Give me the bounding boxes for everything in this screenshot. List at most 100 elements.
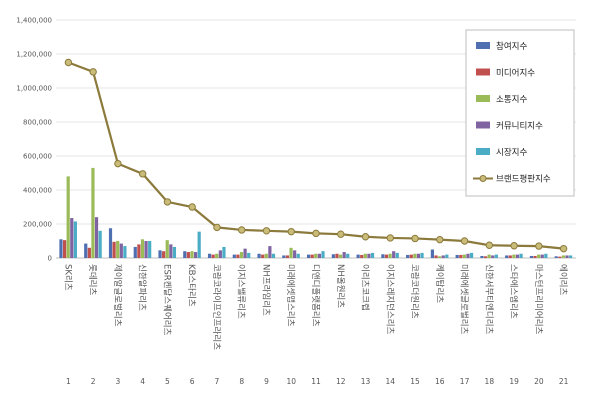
bar-4-20	[540, 254, 544, 258]
line-point-18	[485, 241, 494, 249]
line-point-1	[64, 58, 73, 67]
bar-1-9	[257, 253, 261, 258]
line-point-10	[287, 227, 295, 236]
bar-3-8	[239, 252, 244, 258]
x-axis-labels: SK리츠 1 롯데리츠 2 제이알글로벌리츠 3 신한알파리츠 4 ESR켄달스퀘어리츠 5 KB스…	[62, 264, 568, 386]
line-point-19	[510, 242, 518, 250]
bar-2-1	[62, 240, 67, 258]
rank-label: 16	[435, 377, 445, 386]
bar-2-11	[310, 254, 314, 258]
bar-3-19	[512, 254, 516, 258]
bar-3-11	[314, 253, 318, 258]
bar-3-5	[165, 240, 169, 258]
line-point-7	[213, 223, 221, 232]
bar-3-2	[91, 167, 95, 258]
bar-4-2	[94, 217, 99, 258]
bar-4-4	[144, 241, 148, 258]
rank-label: 5	[165, 377, 170, 386]
gridlines	[56, 19, 576, 259]
category-label: 코람코더원리츠	[409, 264, 419, 319]
y-tick-label: 400,000	[23, 187, 52, 195]
bar-1-12	[331, 254, 335, 258]
y-axis-ticks: 0 200,000 400,000 600,000 800,000 1,000,000 1,…	[16, 17, 52, 263]
bar-2-18	[483, 256, 488, 258]
y-tick-label: 1,200,000	[16, 51, 52, 59]
bar-2-16	[434, 255, 438, 258]
bar-2-15	[409, 254, 413, 258]
bar-4-8	[243, 248, 247, 258]
bar-2-14	[384, 254, 389, 258]
bar-1-10	[282, 255, 286, 258]
line-point-21	[559, 244, 568, 253]
bar-4-9	[268, 246, 272, 258]
legend-label-3: 소통지수	[496, 95, 527, 105]
bar-2-2	[87, 247, 91, 258]
category-label: 롯데리츠	[87, 264, 97, 295]
bar-5-3	[123, 246, 127, 258]
bar-4-7	[218, 250, 222, 258]
category-label: 디앤디플랫폼리츠	[310, 264, 321, 327]
bar-1-15	[406, 254, 410, 258]
rank-label: 13	[361, 377, 371, 386]
bar-4-1	[70, 218, 74, 258]
bar-3-21	[561, 255, 566, 258]
bar-1-19	[505, 255, 509, 258]
bar-3-9	[264, 253, 268, 258]
bar-5-1	[73, 221, 77, 258]
bar-1-7	[207, 253, 212, 258]
bar-1-13	[356, 254, 360, 258]
bar-4-11	[317, 253, 321, 258]
bar-1-1	[59, 239, 63, 258]
bar-3-20	[537, 254, 541, 258]
legend-swatch-4	[476, 121, 490, 129]
bar-1-18	[480, 255, 484, 258]
bar-5-12	[346, 253, 350, 258]
line-point-3	[114, 159, 122, 168]
line-point-20	[535, 242, 543, 250]
bar-5-20	[544, 253, 548, 258]
bar-4-16	[441, 255, 445, 258]
legend-label-line: 브랜드평판지수	[496, 174, 551, 185]
line-point-5	[163, 198, 172, 206]
rank-label: 14	[386, 377, 396, 386]
bar-2-21	[558, 256, 562, 258]
rank-label: 20	[534, 377, 544, 386]
category-label: 케이탑리츠	[434, 264, 445, 303]
y-tick-label: 1,400,000	[16, 17, 52, 25]
rank-label: 21	[559, 377, 569, 386]
bar-2-5	[162, 251, 166, 258]
category-label: 마스턴프리미어리츠	[533, 264, 544, 335]
rank-label: 17	[460, 377, 470, 386]
category-label: 이지스밸류리츠	[236, 264, 247, 319]
bar-5-2	[98, 230, 102, 258]
line-point-16	[436, 235, 444, 244]
line-point-11	[312, 229, 320, 238]
bar-2-3	[112, 241, 116, 258]
category-label: 에이리츠	[558, 264, 569, 295]
rank-label: 8	[239, 377, 244, 386]
bar-4-3	[119, 243, 123, 258]
bar-4-5	[169, 244, 173, 258]
legend-line-marker	[479, 175, 487, 182]
bar-3-17	[462, 254, 466, 258]
bar-2-7	[211, 254, 215, 258]
bar-2-10	[285, 255, 290, 258]
rank-label: 2	[91, 377, 96, 386]
bar-3-14	[388, 253, 392, 258]
bar-1-17	[455, 254, 459, 258]
y-tick-label: 200,000	[23, 221, 52, 229]
line-point-6	[188, 203, 196, 211]
rank-label: 18	[485, 377, 495, 386]
y-tick-label: 600,000	[23, 153, 52, 161]
category-label: NH올원리츠	[335, 264, 345, 308]
bar-5-11	[321, 251, 325, 258]
bar-4-21	[565, 255, 569, 258]
bar-5-13	[370, 252, 375, 258]
bar-3-12	[338, 254, 343, 258]
bars	[59, 167, 573, 258]
bar-2-19	[508, 255, 512, 258]
rank-label: 6	[190, 377, 195, 386]
y-tick-label: 0	[48, 255, 52, 263]
